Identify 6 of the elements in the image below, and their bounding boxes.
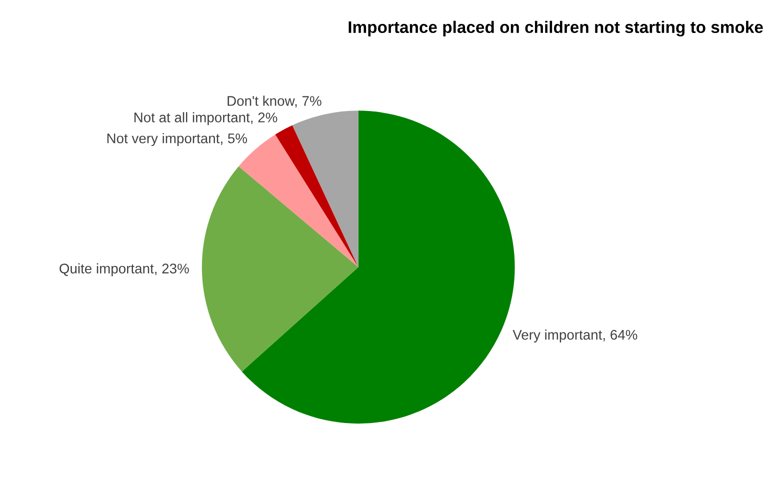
slice-label: Not at all important, 2% [134,112,278,126]
slice-label: Very important, 64% [512,330,638,342]
slice-label: Quite important, 23% [60,263,189,276]
slice-label: Don't know, 7% [228,96,322,108]
slice-label: Not very important, 5% [107,133,248,146]
chart-title: Importance placed on children not starting to smoke [348,20,763,36]
